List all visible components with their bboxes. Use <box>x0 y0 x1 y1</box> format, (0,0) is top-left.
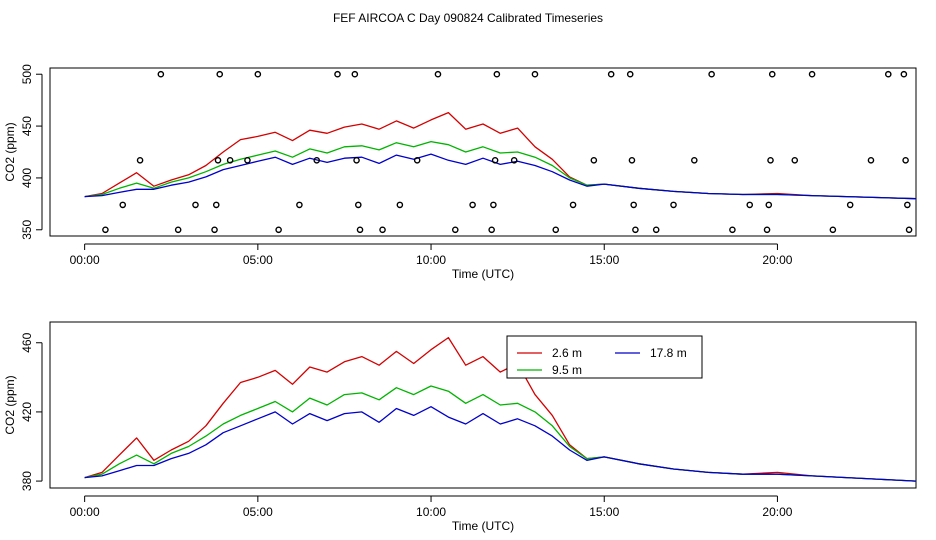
flag-point <box>356 226 364 234</box>
flag-point <box>396 201 404 209</box>
plot-frame <box>49 67 917 237</box>
flag-point <box>763 226 771 234</box>
flag-point <box>808 70 816 78</box>
flag-point <box>174 226 182 234</box>
flag-point <box>275 226 282 234</box>
flag-point <box>632 226 639 234</box>
flag-point <box>905 226 913 234</box>
flag-point <box>626 70 634 78</box>
legend-label-1: 9.5 m <box>552 363 582 377</box>
y-tick-label: 500 <box>20 64 34 84</box>
flag-point <box>192 201 199 209</box>
flag-point <box>791 156 799 164</box>
legend-label-0: 2.6 m <box>552 346 582 360</box>
flag-point <box>531 70 539 78</box>
x-tick-label: 00:00 <box>70 505 100 519</box>
flag-point <box>493 70 501 78</box>
x-axis-title: Time (UTC) <box>452 267 514 281</box>
flag-point <box>102 226 109 234</box>
flag-point <box>829 226 837 234</box>
flag-point <box>884 70 892 78</box>
flag-point <box>296 201 303 209</box>
flag-point <box>691 156 698 164</box>
top-panel: 00:00 05:00 10:00 15:00 20:00 Time (UTC) 350 40… <box>3 64 917 281</box>
x-tick-label: 10:00 <box>416 505 446 519</box>
y-tick-label: 420 <box>20 402 34 422</box>
flag-point <box>254 70 262 78</box>
flag-point <box>434 70 442 78</box>
flag-point <box>590 156 598 164</box>
flag-point <box>510 156 518 164</box>
series-line-2-6-m <box>84 111 917 200</box>
y-tick-label: 400 <box>20 168 34 188</box>
y-tick-label: 450 <box>20 116 34 136</box>
flag-point <box>216 70 224 78</box>
flag-point <box>226 156 234 164</box>
flag-point <box>313 156 321 164</box>
y-tick-label: 350 <box>20 219 34 239</box>
legend-box <box>506 335 703 379</box>
series-line-17-8-m <box>84 153 917 200</box>
series-line-2-6-m <box>84 336 917 482</box>
figure-title: FEF AIRCOA C Day 090824 Calibrated Times… <box>333 11 603 25</box>
bottom-panel: 00:00 05:00 10:00 15:00 20:00 Time (UTC) 380 42… <box>3 321 917 533</box>
flag-point <box>607 70 615 78</box>
flag-point <box>451 226 459 234</box>
flag-point <box>119 201 127 209</box>
series-line-9-5-m <box>84 140 917 200</box>
flag-point <box>491 156 499 164</box>
x-tick-label: 20:00 <box>762 253 792 267</box>
x-tick-label: 20:00 <box>762 505 792 519</box>
flag-point <box>490 201 497 209</box>
series-line-17-8-m <box>84 406 917 482</box>
flag-point <box>630 201 637 209</box>
flag-point <box>136 156 144 164</box>
flag-point <box>353 156 360 164</box>
y-axis-title: CO2 (ppm) <box>3 122 17 181</box>
flag-point <box>765 201 773 209</box>
flag-point <box>768 70 776 78</box>
flag-point <box>670 201 677 209</box>
flag-point <box>628 156 636 164</box>
flag-point <box>354 201 362 209</box>
flag-point <box>767 156 774 164</box>
flag-point <box>214 156 222 164</box>
series-line-9-5-m <box>84 385 917 482</box>
x-tick-label: 15:00 <box>589 253 619 267</box>
flag-point <box>488 226 495 234</box>
legend-label-2: 17.8 m <box>650 346 687 360</box>
flag-point <box>729 226 736 234</box>
flag-point <box>244 156 251 164</box>
flag-point <box>708 70 715 78</box>
flag-point <box>379 226 386 234</box>
flag-point <box>211 226 218 234</box>
flag-point <box>157 70 165 78</box>
x-axis-title: Time (UTC) <box>452 519 514 533</box>
y-axis-title: CO2 (ppm) <box>3 375 17 434</box>
flag-point <box>552 226 560 234</box>
flag-point <box>652 226 660 234</box>
flag-point <box>904 201 911 209</box>
y-tick-label: 380 <box>20 471 34 491</box>
x-tick-label: 15:00 <box>589 505 619 519</box>
flag-point <box>351 70 359 78</box>
y-tick-label: 460 <box>20 332 34 352</box>
flag-point <box>867 156 875 164</box>
flag-point <box>212 201 220 209</box>
flag-point <box>569 201 577 209</box>
plot-frame <box>49 321 917 489</box>
flag-point <box>746 201 754 209</box>
x-tick-label: 00:00 <box>70 253 100 267</box>
flag-point <box>334 70 341 78</box>
x-tick-label: 10:00 <box>416 253 446 267</box>
flag-point <box>902 156 909 164</box>
flag-point <box>413 156 421 164</box>
x-tick-label: 05:00 <box>243 253 273 267</box>
x-tick-label: 05:00 <box>243 505 273 519</box>
flag-point <box>846 201 854 209</box>
flag-point <box>469 201 476 209</box>
flag-point <box>900 70 908 78</box>
